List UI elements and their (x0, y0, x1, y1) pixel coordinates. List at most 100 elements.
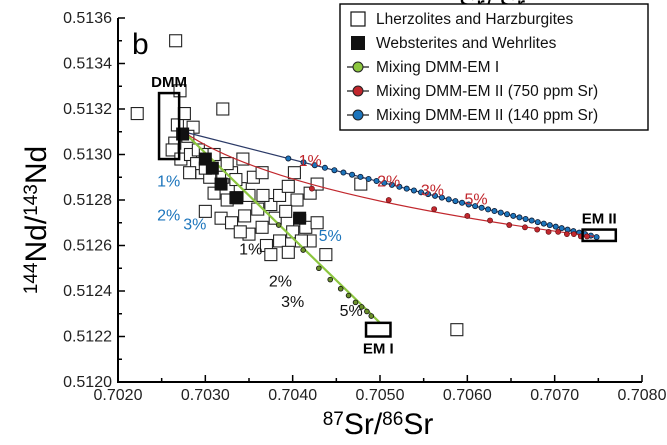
mixing-em1-dot (358, 304, 365, 310)
y-tick-label: 0.5120 (63, 374, 112, 391)
mixing-em2-140-dot (528, 217, 535, 224)
mixing-em2-140-dot (459, 199, 466, 206)
lherzolite-point (354, 177, 368, 191)
legend-marker-circle (352, 61, 364, 73)
panel-label: b (132, 28, 149, 61)
mixing-em1-dot (352, 299, 359, 306)
mixing-em2-140-dot (465, 201, 472, 208)
x-tick-label: 0.7070 (530, 387, 579, 404)
lherzolite-point (238, 209, 252, 223)
legend-label: Mixing DMM-EM II (750 ppm Sr) (376, 83, 598, 100)
mixing-em2-140-dot (478, 204, 485, 211)
mixing-em1-dot (300, 247, 306, 253)
end-member-box (364, 321, 392, 338)
end-member-label: EM I (363, 341, 394, 358)
y-tick-label: 0.5126 (63, 238, 112, 255)
websterite-point (229, 191, 243, 205)
legend-label: Mixing DMM-EM II (140 ppm Sr) (376, 107, 598, 124)
legend: Lherzolites and Harzburgites Websterites … (339, 3, 649, 131)
mixing-em2-140-dot (373, 177, 380, 184)
lherzolite-point (169, 34, 183, 48)
mixing-em2-140-dot (410, 187, 417, 194)
y-tick-label: 0.5130 (63, 147, 112, 164)
lherzolite-point (319, 248, 333, 262)
lherzolite-point (183, 166, 197, 180)
mixing-em1-dot (275, 222, 282, 228)
mixing-em2-140-dot (418, 189, 425, 196)
mixing-em2-140-dot (438, 194, 445, 201)
mixing-em2-750-dot (534, 226, 541, 233)
y-tick-label: 0.5132 (63, 101, 112, 118)
mixing-em2-140-dot (357, 173, 364, 180)
mixing-em2-140-dot (510, 212, 517, 219)
legend-label: Mixing DMM-EM I (376, 59, 499, 76)
mixing-em2-140-dot (546, 222, 553, 229)
mixing-em2-750-curve (183, 131, 595, 237)
mixing-percent-label: 2% (157, 207, 180, 224)
mixing-em2-140-dot (321, 164, 328, 171)
websterite-point (214, 177, 228, 191)
mixing-em2-750-dot (563, 231, 570, 238)
y-axis-label: 144Nd/143Nd (20, 146, 53, 294)
end-member-box (157, 91, 181, 161)
mixing-em1-dot (337, 285, 344, 292)
mixing-percent-label: 1% (157, 173, 180, 190)
lherzolite-point (130, 107, 144, 121)
y-tick-label: 0.5122 (63, 329, 112, 346)
mixing-em2-140-dot (534, 219, 541, 226)
mixing-em2-140-dot (504, 211, 511, 218)
mixing-em2-140-dot (396, 183, 403, 190)
legend-label: Websterites and Wehrlites (376, 35, 557, 52)
mixing-em2-140-dot (516, 214, 523, 221)
mixing-percent-label: 5% (465, 192, 488, 209)
websterite-point (293, 211, 307, 225)
legend-box (339, 3, 649, 131)
mixing-em2-140-dot (311, 162, 318, 169)
mixing-em2-140-dot (485, 206, 492, 213)
lherzolite-point (450, 323, 464, 337)
mixing-em1-dot (368, 313, 375, 319)
lherzolite-point (256, 188, 270, 202)
lherzolite-point (220, 157, 234, 171)
mixing-em1-dot (316, 265, 322, 272)
mixing-em2-140-dot (445, 196, 452, 203)
mixing-em2-750-dot (555, 228, 562, 235)
y-tick-label: 0.5124 (63, 283, 112, 300)
lherzolite-point (268, 211, 282, 225)
mixing-em2-750-dot (464, 213, 471, 219)
mixing-em2-140-dot (365, 175, 372, 182)
mixing-em2-750-dot (431, 206, 438, 212)
lherzolite-point (216, 102, 230, 116)
x-axis-label: 87Sr/86Sr (323, 408, 434, 440)
mixing-percent-label: 2% (269, 273, 292, 290)
mixing-em2-750-dot (584, 233, 590, 240)
mixing-em2-140-dot (285, 155, 292, 162)
mixing-em2-140-dot (349, 171, 356, 178)
mixing-em2-140-dot (331, 167, 338, 174)
mixing-em2-140-dot (300, 159, 307, 166)
lherzolite-point (264, 248, 278, 262)
mixing-em2-750-dot (506, 222, 513, 228)
lherzolite-point (281, 179, 295, 193)
mixing-percent-label: 5% (340, 303, 363, 320)
lherzolite-point (310, 216, 324, 230)
mixing-em2-750-dot (487, 217, 493, 224)
mixing-em2-140-dot (558, 225, 565, 232)
end-member-label: EM II (582, 211, 617, 228)
lherzolite-point (279, 204, 293, 218)
y-tick-label: 0.5136 (63, 10, 112, 27)
mixing-percent-label: 3% (281, 294, 304, 311)
mixing-percent-label: 1% (299, 153, 322, 170)
mixing-em1-dot (364, 308, 370, 315)
legend-marker-open-square (350, 11, 366, 27)
mixing-em2-140-dot (491, 208, 498, 215)
mixing-em2-750-dot (545, 228, 552, 235)
end-member-box (581, 228, 618, 243)
axes: 0.5120 0.5122 0.5124 0.5126 0.5128 0.5130 0.51… (63, 10, 667, 404)
x-tick-label: 0.7020 (94, 387, 143, 404)
mixing-em2-140-dot (432, 192, 439, 199)
y-tick-label: 0.5134 (63, 56, 112, 73)
lherzolite-point (229, 172, 243, 187)
